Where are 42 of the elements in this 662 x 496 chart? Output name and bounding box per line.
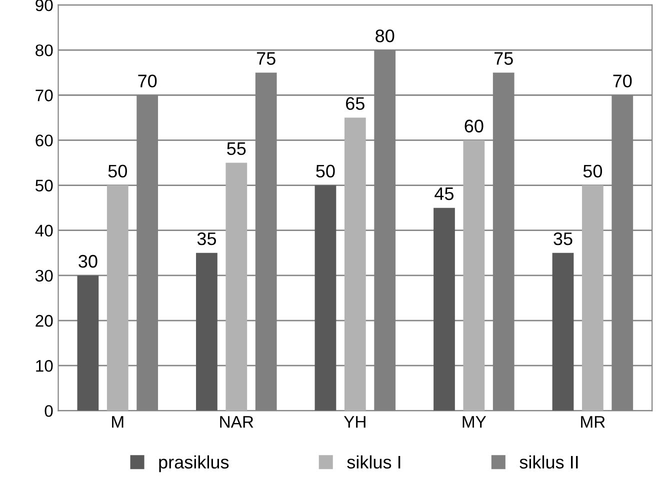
x-tick-label: MY — [462, 416, 486, 428]
y-tick-label: 40 — [35, 224, 53, 237]
bar — [552, 252, 574, 411]
data-label: 45 — [434, 187, 454, 200]
bar — [226, 162, 248, 411]
bar — [106, 185, 128, 411]
bar — [77, 275, 99, 411]
data-label: 55 — [227, 142, 246, 156]
legend-label: siklus II — [520, 455, 578, 469]
x-tick-label: M — [112, 416, 124, 428]
y-tick-label: 20 — [36, 314, 53, 327]
bar — [314, 185, 336, 411]
data-label: 50 — [316, 164, 335, 178]
y-tick-label: 30 — [35, 270, 53, 282]
y-tick-label: 10 — [36, 360, 53, 372]
bar — [463, 140, 485, 411]
legend-label: siklus I — [347, 455, 400, 469]
data-label: 75 — [494, 52, 513, 65]
y-tick-label: 80 — [36, 44, 53, 56]
data-label: 30 — [78, 254, 98, 268]
data-label: 35 — [197, 232, 216, 246]
data-label: 75 — [256, 52, 276, 65]
x-tick-label: NAR — [220, 416, 254, 428]
bar — [344, 118, 366, 411]
y-tick-label: 70 — [36, 90, 53, 102]
bar — [434, 208, 455, 411]
y-tick-label: 60 — [36, 134, 53, 146]
y-tick-label: 50 — [36, 180, 53, 192]
data-label: 80 — [376, 30, 394, 42]
bar — [196, 252, 218, 411]
data-label: 50 — [108, 164, 127, 178]
data-label: 50 — [583, 164, 602, 178]
legend-label: prasiklus — [159, 455, 229, 472]
x-tick-label: YH — [344, 416, 366, 428]
y-tick-label: 0 — [44, 405, 53, 417]
data-label: 65 — [346, 97, 364, 110]
data-label: 70 — [138, 74, 157, 88]
data-label: 70 — [613, 74, 632, 88]
bar — [582, 185, 604, 411]
data-label: 35 — [554, 232, 572, 246]
x-tick-label: MR — [581, 416, 605, 428]
data-label: 60 — [464, 120, 484, 132]
